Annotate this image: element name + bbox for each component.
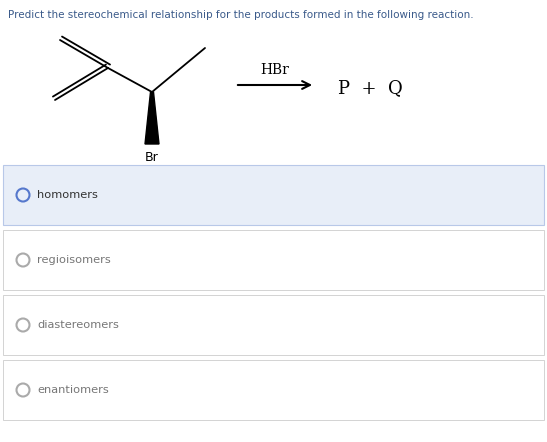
- Text: regioisomers: regioisomers: [37, 255, 110, 265]
- Text: HBr: HBr: [260, 63, 289, 77]
- Text: diastereomers: diastereomers: [37, 320, 119, 330]
- Bar: [3, 165, 544, 225]
- Text: P  +  Q: P + Q: [338, 79, 403, 97]
- Text: Predict the stereochemical relationship for the products formed in the following: Predict the stereochemical relationship …: [8, 10, 474, 20]
- Text: homomers: homomers: [37, 190, 98, 200]
- Bar: [3, 230, 544, 290]
- Text: enantiomers: enantiomers: [37, 385, 109, 395]
- Bar: [3, 295, 544, 355]
- Polygon shape: [145, 92, 159, 144]
- Bar: [3, 360, 544, 420]
- Text: Br: Br: [145, 151, 159, 164]
